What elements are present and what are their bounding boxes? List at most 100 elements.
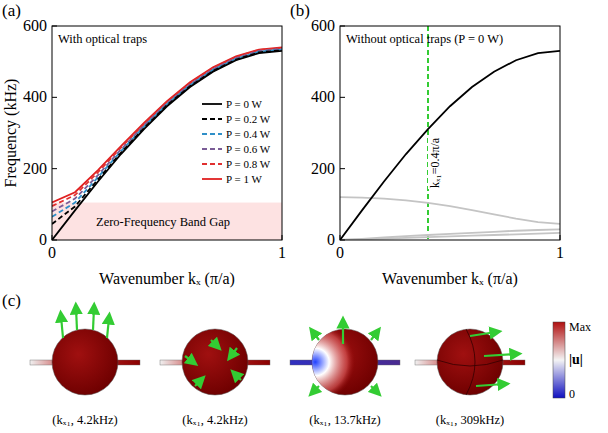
mode-illustration bbox=[290, 322, 400, 395]
plot-area bbox=[52, 47, 282, 240]
displacement-arrow bbox=[195, 380, 201, 386]
displacement-arrow bbox=[342, 322, 344, 344]
sphere bbox=[182, 329, 248, 395]
legend-label: P = 1 W bbox=[226, 173, 262, 185]
x-tick bbox=[340, 235, 341, 240]
plot-title: With optical traps bbox=[58, 32, 147, 46]
series-line bbox=[52, 48, 282, 206]
panel: 020040060001Wavenumber kₓ (π/a)Frequency… bbox=[2, 1, 286, 288]
y-tick-label: 200 bbox=[311, 160, 335, 177]
y-tick bbox=[340, 240, 345, 241]
displacement-arrow bbox=[185, 356, 193, 362]
colorbar-max: Max bbox=[569, 320, 591, 334]
y-tick bbox=[340, 97, 345, 98]
mode-label: (kₓ₁, 4.2kHz) bbox=[182, 413, 247, 427]
series-line bbox=[340, 229, 560, 240]
frame bbox=[340, 26, 560, 240]
y-tick bbox=[52, 97, 57, 98]
displacement-arrow bbox=[93, 308, 94, 330]
y-tick bbox=[340, 26, 345, 27]
displacement-arrow bbox=[211, 340, 217, 346]
series-line bbox=[52, 49, 282, 212]
displacement-arrow bbox=[235, 374, 241, 380]
y-tick-label: 400 bbox=[23, 88, 47, 105]
displacement-arrow bbox=[371, 332, 377, 340]
legend: P = 0 WP = 0.2 WP = 0.4 WP = 0.6 WP = 0.… bbox=[202, 98, 271, 185]
x-tick bbox=[52, 235, 53, 240]
panel-c: (c) (kₓ₁, 4.2kHz) (kₓ₁, 4.2kHz) (kₓ₁, 13.7k… bbox=[2, 291, 591, 427]
x-tick-label: 0 bbox=[48, 244, 56, 261]
displacement-arrow bbox=[313, 386, 319, 392]
legend-swatch bbox=[202, 178, 222, 180]
sphere-shading bbox=[312, 329, 378, 395]
series-line bbox=[52, 50, 282, 224]
label-patch bbox=[428, 136, 442, 189]
colorbar-title: |u| bbox=[569, 352, 583, 367]
y-tick-label: 200 bbox=[23, 160, 47, 177]
displacement-arrow bbox=[484, 354, 516, 356]
series-line bbox=[52, 47, 282, 202]
displacement-arrow bbox=[61, 316, 63, 338]
panel-letter: (b) bbox=[290, 1, 310, 20]
colorbar bbox=[553, 322, 565, 398]
figure: 020040060001Wavenumber kₓ (π/a)Frequency… bbox=[0, 0, 608, 433]
sphere bbox=[52, 329, 118, 395]
y-tick-label: 0 bbox=[327, 231, 335, 248]
plot-area bbox=[340, 26, 560, 240]
frame bbox=[52, 26, 282, 240]
series-line bbox=[52, 50, 282, 217]
mode-illustration bbox=[415, 329, 525, 395]
legend-swatch bbox=[202, 103, 222, 105]
x-tick bbox=[282, 235, 283, 240]
y-tick bbox=[52, 168, 57, 169]
displacement-arrow bbox=[107, 318, 109, 338]
band-gap bbox=[52, 203, 282, 240]
mode-label: (kₓ₁, 13.7kHz) bbox=[309, 413, 381, 427]
legend-label: P = 0.4 W bbox=[226, 128, 271, 140]
y-tick bbox=[52, 240, 57, 241]
mode-illustration bbox=[30, 308, 140, 395]
x-tick-label: 1 bbox=[556, 244, 564, 261]
x-tick-label: 0 bbox=[336, 244, 344, 261]
plot-title: Without optical traps (P = 0 W) bbox=[346, 32, 503, 46]
y-tick-label: 0 bbox=[39, 231, 47, 248]
displacement-arrow bbox=[470, 332, 496, 336]
panel-letter: (c) bbox=[2, 291, 21, 310]
y-tick bbox=[52, 26, 57, 27]
displacement-arrow bbox=[76, 308, 77, 330]
y-tick-label: 600 bbox=[311, 17, 335, 34]
colorbar-min: 0 bbox=[569, 387, 575, 401]
legend-label: P = 0.6 W bbox=[226, 143, 271, 155]
x-tick-label: 1 bbox=[278, 244, 286, 261]
mode-label: (kₓ₁, 4.2kHz) bbox=[52, 413, 117, 427]
sphere-edge bbox=[437, 360, 503, 366]
displacement-arrow bbox=[476, 384, 504, 386]
y-tick-label: 400 bbox=[311, 88, 335, 105]
sphere bbox=[437, 329, 503, 395]
y-tick-label: 600 bbox=[23, 17, 47, 34]
series-line bbox=[52, 51, 282, 240]
panel: 0 200 400 600 0 1 Wavenumber kₓ (π/a) Without o… bbox=[290, 1, 564, 288]
displacement-arrow bbox=[231, 348, 237, 356]
mode-illustration bbox=[160, 329, 270, 395]
marker-line bbox=[427, 26, 429, 240]
panel-letter: (a) bbox=[2, 1, 21, 20]
series-line bbox=[340, 51, 560, 240]
sphere-edge bbox=[466, 329, 475, 395]
sphere bbox=[312, 329, 378, 395]
mode-label: (kₓ₁, 309kHz) bbox=[436, 413, 504, 427]
x-tick bbox=[560, 235, 561, 240]
series-line bbox=[340, 197, 560, 224]
legend-swatch bbox=[202, 148, 222, 150]
displacement-arrow bbox=[313, 332, 319, 340]
legend-swatch bbox=[202, 163, 222, 165]
x-axis-title: Wavenumber kₓ (π/a) bbox=[382, 270, 518, 288]
x-axis-title: Wavenumber kₓ (π/a) bbox=[99, 270, 235, 288]
y-tick bbox=[340, 168, 345, 169]
displacement-arrow bbox=[371, 386, 377, 392]
marker-label: kₓ₁=0.4π/a bbox=[428, 137, 442, 188]
legend-swatch bbox=[202, 133, 222, 135]
legend-label: P = 0.2 W bbox=[226, 113, 271, 125]
band-label: Zero-Frequency Band Gap bbox=[96, 215, 230, 229]
legend-label: P = 0 W bbox=[226, 98, 262, 110]
